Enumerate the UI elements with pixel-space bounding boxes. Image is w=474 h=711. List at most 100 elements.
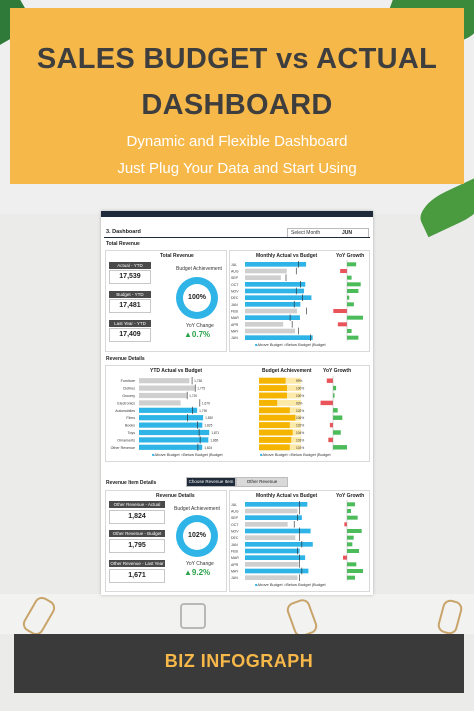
item-kpi-actual-value: 1,824 (109, 510, 165, 524)
section-total-revenue: Total Revenue (106, 241, 140, 247)
achievement-bar (259, 414, 296, 421)
ytd-actual-bar (139, 437, 209, 443)
kpi-lastyear-label: Last Year - YTD (109, 320, 151, 327)
ytd-actual-bar (139, 392, 187, 399)
actual-bar (245, 295, 312, 300)
month-tick-label: OCT (231, 523, 239, 527)
month-tick-label: JUL (231, 503, 237, 507)
yoy-change-value: 0.7% (191, 330, 211, 339)
banner-title-line1: SALES BUDGET vs ACTUAL (36, 43, 438, 75)
achievement-data-label: 104% (296, 431, 304, 435)
achievement-data-label: 100% (296, 387, 304, 391)
kpi-budget-label: Budget - YTD (109, 291, 151, 298)
achievement-label: Budget Achievement (176, 266, 222, 272)
ytd-data-label: 1,738 (194, 379, 202, 383)
banner-title: SALES BUDGET vs ACTUAL DASHBOARD (10, 36, 464, 128)
achievement-data-label: 102% (296, 424, 304, 428)
yoy-growth-bar (347, 502, 355, 507)
category-tick-label: Electronics (117, 401, 135, 405)
monthly-panel (229, 250, 370, 352)
ytd-actual-bar (139, 385, 195, 391)
banner-subtitle-2: Just Plug Your Data and Start Using (117, 160, 357, 177)
section-item-details: Revenue Item Details (106, 480, 157, 486)
legend-below: Below Budget (286, 342, 311, 347)
item-kpi-budget-value: 1,795 (109, 539, 165, 553)
achievement-bar (259, 422, 290, 429)
actual-bar (245, 535, 296, 540)
yoy-growth-bar (343, 555, 347, 560)
details-yoy-bar (326, 378, 333, 383)
actual-bar (245, 522, 288, 527)
item-panel-title: Revenue Details (156, 493, 195, 499)
category-tick-label: Toys (128, 431, 136, 435)
actual-bar (245, 568, 309, 574)
monthly-chart-svg: JUL AUG SEP OCT NOV DEC JAN FEB MAR APR MAY JUN (231, 260, 363, 341)
yoy-growth-bar (340, 269, 347, 273)
month-tick-label: NOV (231, 529, 239, 533)
month-tick-label: SEP (231, 276, 239, 280)
binder-clip-icon (180, 603, 206, 629)
yoy-growth-bar (344, 522, 347, 527)
ytd-title: YTD Actual vs Budget (150, 368, 203, 374)
month-tick-label: JUL (231, 263, 237, 267)
footer-brand: BIZ INFOGRAPH (164, 651, 314, 671)
details-legend-achievement: ■Above Budget ■Below Budget |Budget (260, 452, 331, 457)
title-rule (104, 237, 370, 238)
month-tick-label: AUG (231, 269, 239, 273)
actual-bar (245, 335, 313, 340)
category-tick-label: Automobiles (115, 409, 135, 413)
item-monthly-title: Monthly Actual vs Budget (256, 493, 318, 499)
revenue-details-svg: Furniture 1,738 99% Clothes 1,775 100% Grocery… (111, 376, 347, 451)
sheet-header-bar (101, 211, 373, 217)
yoy-growth-bar (337, 322, 347, 327)
category-tick-label: Films (126, 416, 135, 420)
yoy-growth-bar (347, 315, 363, 320)
yoy-growth-bar (347, 535, 354, 540)
other-revenue-button[interactable]: Other Revenue (236, 477, 288, 487)
month-tick-label: JAN (231, 303, 238, 307)
ytd-actual-bar (139, 407, 198, 413)
yoy-growth-bar (333, 309, 347, 313)
achievement-bar (259, 436, 292, 443)
month-tick-label: APR (231, 323, 239, 327)
actual-bar (245, 502, 308, 507)
kpi-budget-value: 17,481 (109, 299, 151, 313)
details-legend-ytd: ■Above Budget ■Below Budget |Budget (152, 452, 223, 457)
ytd-actual-bar (139, 429, 210, 436)
item-achievement-label: Budget Achievement (174, 506, 220, 512)
actual-bar (245, 308, 298, 314)
achievement-title: Budget Achievement (262, 368, 312, 374)
ytd-data-label: 1,865 (210, 438, 218, 442)
yoy-growth-bar (347, 575, 355, 580)
month-tick-label: DEC (231, 536, 239, 540)
legend-budget: Budget (209, 452, 223, 457)
legend-above: Above Budget (257, 342, 283, 347)
ytd-actual-bar (139, 444, 203, 450)
yoy-growth-bar (347, 542, 353, 547)
actual-bar (245, 575, 298, 580)
achievement-data-label: 99% (296, 379, 303, 383)
achievement-bar (259, 377, 286, 384)
select-month-value[interactable]: JUN (342, 230, 353, 236)
category-tick-label: Clothes (123, 387, 135, 391)
choose-revenue-item-button[interactable]: Choose Revenue Item (186, 477, 236, 487)
item-kpi-lastyear-label: Other Revenue - Last Year YTD (109, 560, 165, 573)
actual-bar (245, 275, 281, 280)
yoy-growth-bar (347, 515, 358, 520)
yoy-growth-bar (347, 509, 351, 513)
details-yoy-bar (333, 408, 338, 413)
achievement-bar (259, 392, 287, 399)
actual-bar (245, 268, 287, 274)
ytd-data-label: 1,720 (189, 394, 197, 398)
category-tick-label: Ornaments (117, 438, 135, 442)
item-kpi-budget-label: Other Revenue - Budget YTD (109, 530, 165, 543)
legend-below: Below Budget (286, 582, 311, 587)
yoy-growth-bar (347, 329, 352, 333)
month-tick-label: JAN (231, 543, 238, 547)
ytd-data-label: 1,790 (199, 409, 207, 413)
select-month-label: Select Month (291, 230, 321, 236)
ytd-actual-bar (139, 378, 190, 384)
item-monthly-legend: ■Above Budget ■Below Budget |Budget (255, 582, 326, 587)
details-yoy-bar (333, 445, 347, 450)
category-tick-label: Furniture (121, 379, 135, 383)
